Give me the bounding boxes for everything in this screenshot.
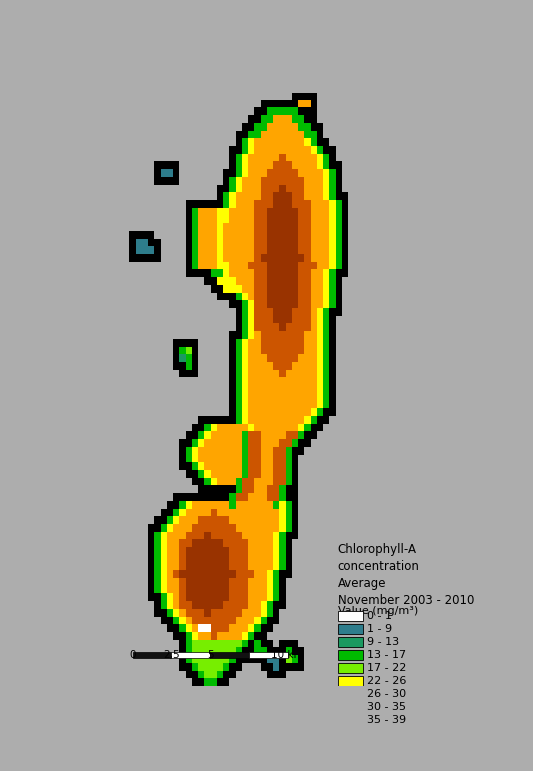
Bar	[338, 650, 362, 660]
Text: 13 - 17: 13 - 17	[367, 650, 407, 660]
Text: 2,5: 2,5	[163, 650, 180, 660]
Bar	[338, 702, 362, 712]
Text: 9 - 13: 9 - 13	[367, 637, 399, 647]
Bar	[338, 715, 362, 726]
Text: 0: 0	[129, 650, 136, 660]
Text: 5: 5	[207, 650, 213, 660]
Text: 30 - 35: 30 - 35	[367, 702, 406, 712]
Bar	[338, 637, 362, 647]
Bar	[338, 624, 362, 634]
Bar	[338, 663, 362, 673]
Bar	[210, 652, 249, 658]
Bar	[338, 611, 362, 621]
Text: 26 - 30: 26 - 30	[367, 689, 407, 699]
Text: 35 - 39: 35 - 39	[367, 715, 407, 726]
Bar	[249, 652, 287, 658]
Text: 22 - 26: 22 - 26	[367, 676, 407, 686]
Text: 17 - 22: 17 - 22	[367, 663, 407, 673]
Text: Chlorophyll-A
concentration
Average
November 2003 - 2010: Chlorophyll-A concentration Average Nove…	[338, 543, 474, 607]
Bar	[338, 689, 362, 699]
Bar	[133, 652, 171, 658]
Text: Value (mg/m³): Value (mg/m³)	[338, 606, 418, 616]
Bar	[338, 676, 362, 686]
Text: 10 km: 10 km	[271, 650, 304, 660]
Text: 0 - 1: 0 - 1	[367, 611, 392, 621]
Bar	[171, 652, 210, 658]
Text: 1 - 9: 1 - 9	[367, 624, 392, 634]
